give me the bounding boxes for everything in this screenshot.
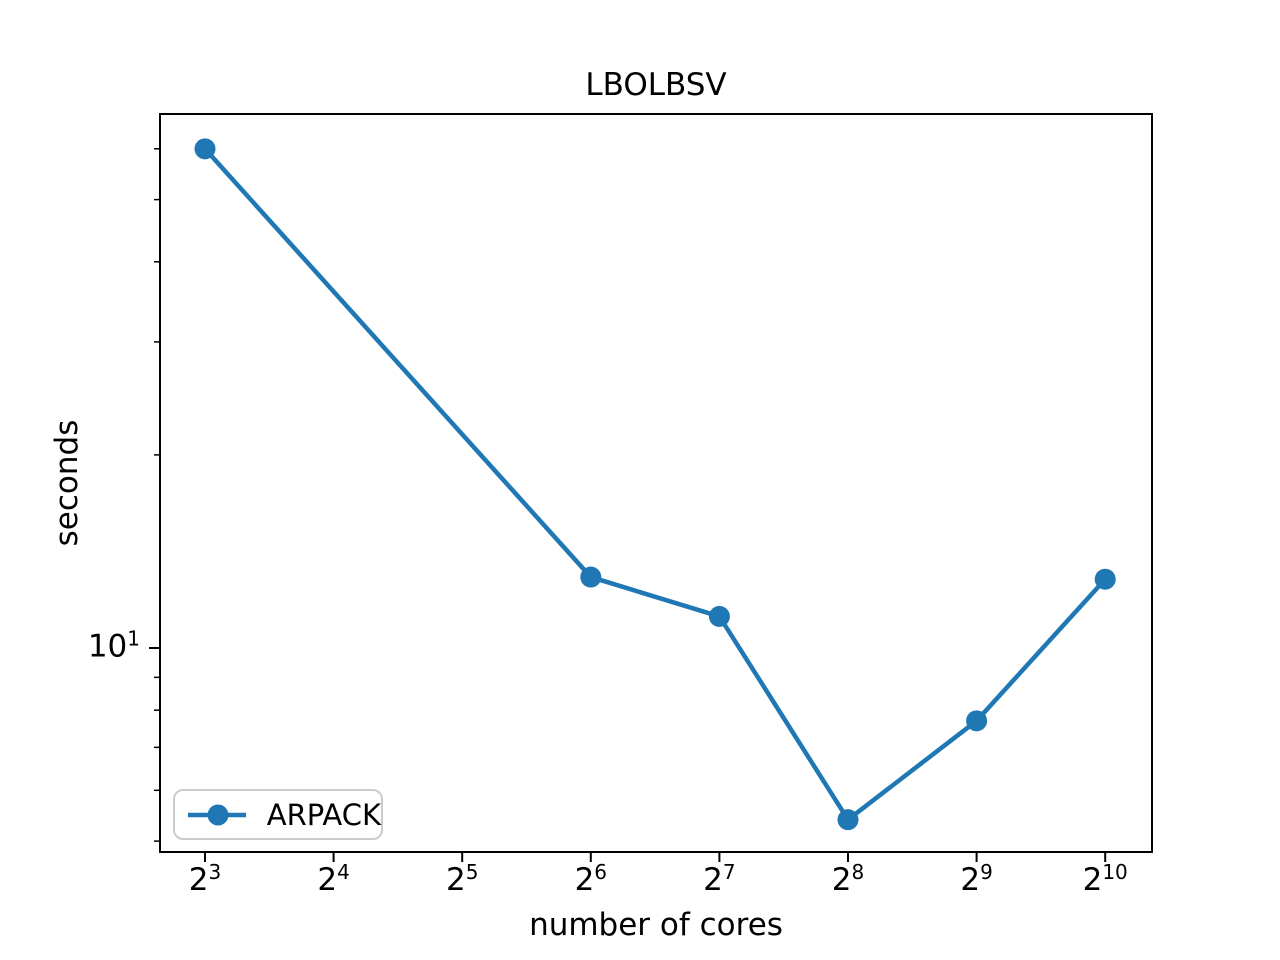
data-point-marker: [194, 138, 216, 160]
legend-series-label: ARPACK: [266, 797, 381, 832]
x-tick-exponent: 7: [722, 860, 736, 884]
x-tick-label: 24: [317, 860, 350, 901]
x-tick-label: 210: [1082, 860, 1128, 901]
x-tick-exponent: 10: [1102, 860, 1128, 884]
data-point-marker: [837, 809, 859, 831]
legend-marker-icon: [207, 804, 229, 825]
x-tick-exponent: 4: [337, 860, 350, 884]
x-tick-base: 2: [1082, 862, 1103, 898]
y-tick-label: 101: [76, 626, 140, 667]
x-tick-label: 25: [445, 860, 479, 901]
legend-box: ARPACK: [173, 789, 383, 840]
x-tick-base: 2: [317, 862, 338, 898]
axes-frame: [159, 113, 1153, 853]
x-tick-label: 23: [188, 860, 222, 901]
series-line-arpack: [202, 146, 1108, 822]
x-tick-base: 2: [188, 862, 209, 898]
y-tick-base: 10: [87, 628, 128, 665]
x-tick-base: 2: [960, 862, 981, 898]
data-point-marker: [966, 710, 988, 732]
data-point-marker: [1094, 568, 1116, 590]
data-point-marker: [580, 566, 602, 588]
legend-line-sample: [188, 804, 246, 825]
x-tick-exponent: 5: [465, 860, 479, 884]
x-tick-exponent: 3: [208, 860, 222, 884]
x-tick-exponent: 8: [851, 860, 865, 884]
x-tick-label: 28: [831, 860, 865, 901]
data-point-marker: [708, 605, 730, 627]
y-axis-label: seconds: [49, 419, 85, 547]
x-tick-label: 26: [574, 860, 608, 901]
x-tick-label: 29: [960, 860, 993, 901]
x-tick-exponent: 6: [594, 860, 608, 884]
x-tick-exponent: 9: [980, 860, 993, 884]
y-tick-exponent: 1: [127, 626, 140, 651]
x-tick-base: 2: [445, 862, 466, 898]
x-tick-label: 27: [703, 860, 736, 901]
chart-title: LBOLBSV: [585, 67, 727, 103]
x-tick-base: 2: [831, 862, 852, 898]
x-tick-base: 2: [703, 862, 723, 898]
x-tick-base: 2: [574, 862, 595, 898]
x-axis-label: number of cores: [529, 907, 783, 943]
